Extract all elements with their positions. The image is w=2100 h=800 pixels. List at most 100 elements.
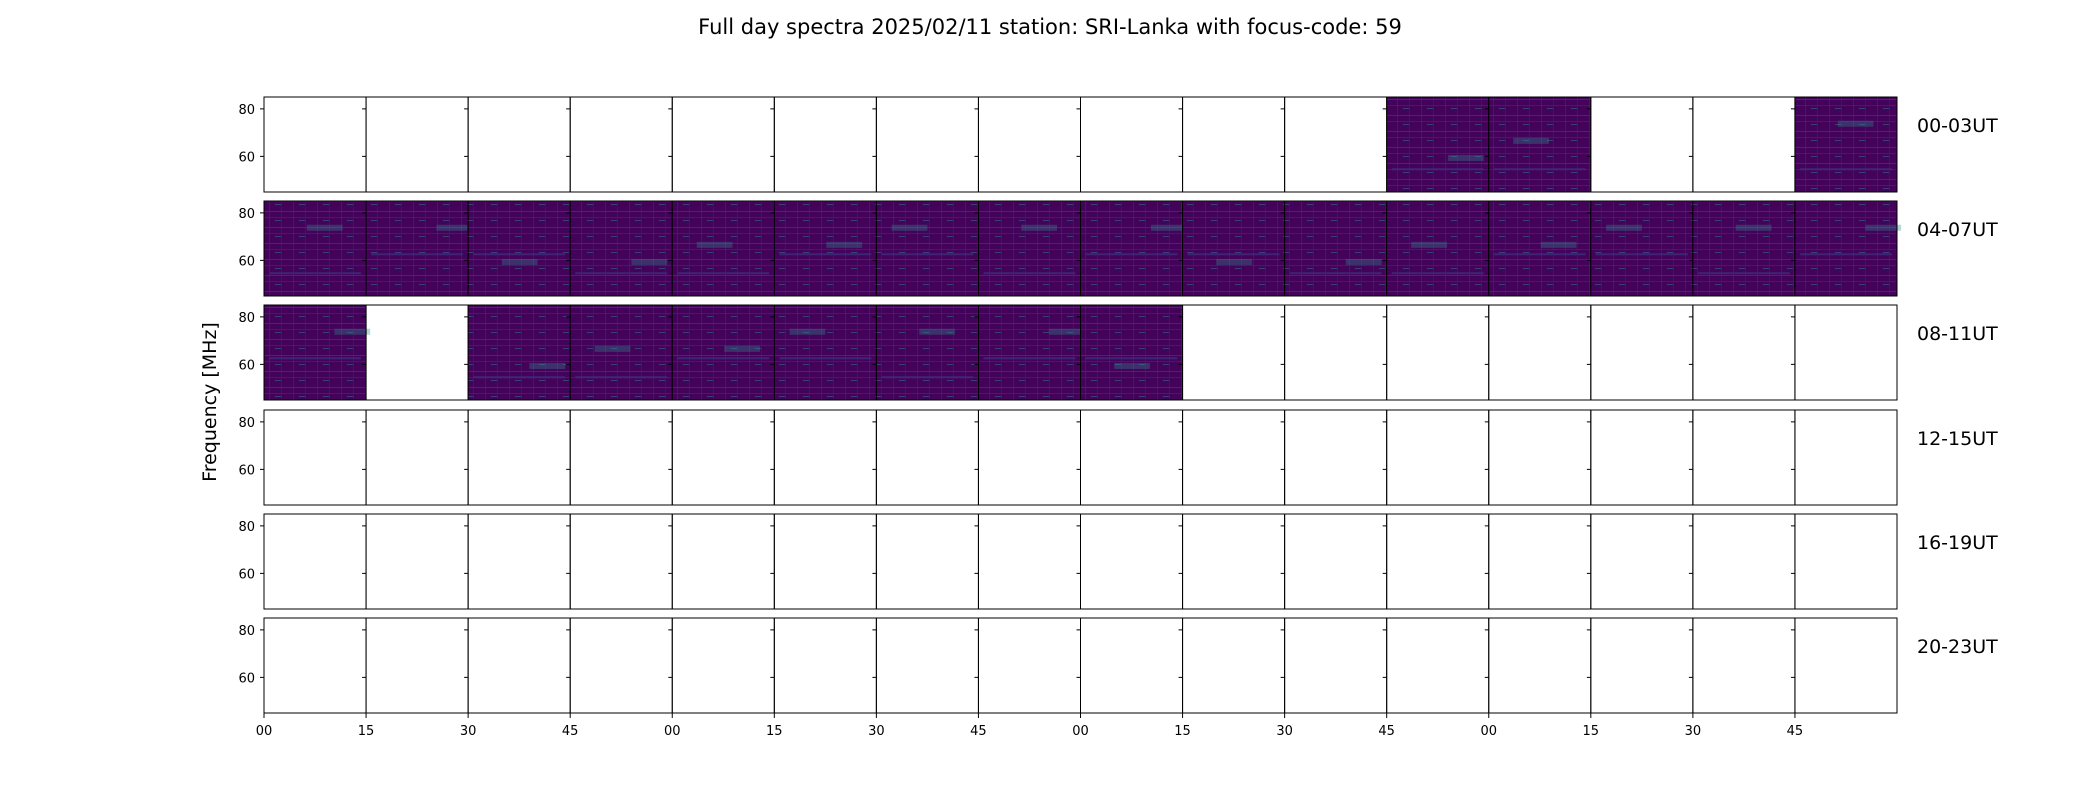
panel-frame: [1488, 304, 1592, 401]
panel-frame: [1386, 304, 1490, 401]
spectrogram-panel: [1386, 97, 1489, 192]
y-tick-label: 80: [238, 311, 255, 326]
panel-frame: [365, 513, 469, 610]
panel-frame: [977, 96, 1081, 193]
row-label: 04-07UT: [1917, 219, 1998, 241]
spectrogram-panel: [1488, 201, 1591, 296]
panel-frame: [1284, 96, 1388, 193]
spectrogram-panel: [468, 305, 571, 400]
panel-frame: [569, 96, 673, 193]
panel-frame: [1488, 409, 1592, 506]
panel-frame: [1794, 200, 1898, 297]
panel-frame: [773, 513, 877, 610]
x-tick-label: 30: [868, 724, 885, 739]
spectrogram-panel: [978, 201, 1081, 296]
spectrogram-panel: [366, 201, 469, 296]
panel-frame: [569, 617, 673, 714]
x-tick-label: 45: [970, 724, 987, 739]
panel-frame: [365, 409, 469, 506]
panel-row: 60 80 00-03UT: [238, 96, 1998, 193]
panel-frame: [1794, 96, 1898, 193]
panel-frame: [1794, 617, 1898, 714]
panel-frame: [1284, 513, 1388, 610]
panel-frame: [365, 304, 469, 401]
y-tick-label: 60: [238, 671, 255, 686]
panel-frame: [977, 617, 1081, 714]
panel-frame: [1080, 409, 1184, 506]
panel-row: 60 80 16-19UT: [238, 513, 1998, 610]
panel-frame: [875, 617, 979, 714]
panel-frame: [263, 96, 367, 193]
panel-frame: [977, 513, 1081, 610]
panel-frame: [1590, 513, 1694, 610]
y-axis-label: Frequency [MHz]: [199, 322, 221, 482]
y-tick-label: 80: [238, 416, 255, 431]
spectrogram-panel: [876, 305, 979, 400]
spectrogram-panel: [1182, 201, 1285, 296]
panel-frame: [1692, 304, 1796, 401]
panel-frame: [1794, 304, 1898, 401]
spectrogram-panel: [876, 201, 979, 296]
x-tick-label: 00: [1072, 724, 1089, 739]
panel-frame: [467, 96, 571, 193]
panel-frame: [1590, 304, 1694, 401]
panel-frame: [1794, 409, 1898, 506]
x-tick-label: 45: [1378, 724, 1395, 739]
panel-frame: [1080, 513, 1184, 610]
y-tick-label: 60: [238, 254, 255, 269]
panel-frame: [1692, 513, 1796, 610]
x-tick-label: 45: [562, 724, 579, 739]
panel-frame: [263, 617, 367, 714]
panel-frame: [1386, 513, 1490, 610]
y-tick-label: 60: [238, 567, 255, 582]
panel-frame: [875, 96, 979, 193]
y-tick-label: 80: [238, 207, 255, 222]
panel-frame: [1590, 409, 1694, 506]
panel-frame: [875, 513, 979, 610]
panel-frame: [1590, 617, 1694, 714]
panel-row: 60 80 20-23UT: [238, 617, 1998, 714]
panel-frame: [1386, 617, 1490, 714]
panel-frame: [1590, 96, 1694, 193]
panel-frame: [1182, 513, 1286, 610]
x-tick-label: 30: [1685, 724, 1702, 739]
panel-frame: [1386, 409, 1490, 506]
spectrogram-panel: [774, 305, 877, 400]
row-label: 16-19UT: [1917, 532, 1998, 554]
chart-title: Full day spectra 2025/02/11 station: SRI…: [698, 15, 1402, 39]
x-tick-label: 45: [1787, 724, 1804, 739]
x-tick-label: 00: [256, 724, 273, 739]
spectrogram-panel: [1794, 97, 1897, 192]
x-tick-label: 00: [1480, 724, 1497, 739]
spectrogram-panel: [978, 305, 1081, 400]
panel-frame: [1182, 617, 1286, 714]
x-tick-label: 00: [664, 724, 681, 739]
panel-frame: [671, 617, 775, 714]
panel-frame: [1692, 617, 1796, 714]
spectrogram-panel: [672, 305, 775, 400]
panel-frame: [569, 409, 673, 506]
spectrogram-panel: [264, 305, 367, 400]
spectrogram-panel: [1488, 97, 1591, 192]
panel-frame: [671, 513, 775, 610]
panel-frame: [773, 409, 877, 506]
spectrogram-panel: [468, 201, 571, 296]
spectrogram-panel: [570, 305, 673, 400]
panel-frame: [1488, 513, 1592, 610]
y-tick-label: 60: [238, 150, 255, 165]
panel-frame: [1488, 617, 1592, 714]
row-label: 00-03UT: [1917, 115, 1998, 137]
x-tick-label: 15: [766, 724, 783, 739]
spectrogram-panel: [1284, 201, 1387, 296]
row-label: 12-15UT: [1917, 428, 1998, 450]
row-label: 08-11UT: [1917, 323, 1998, 345]
panel-grid: 60 80 00-03UT 60 80 04-07UT 60 80 08-11UT 60 80 12-…: [238, 96, 1998, 739]
y-tick-label: 80: [238, 520, 255, 535]
panel-frame: [1794, 513, 1898, 610]
panel-row: 60 80 12-15UT: [238, 409, 1998, 506]
panel-frame: [467, 513, 571, 610]
spectrogram-panel: [1080, 201, 1183, 296]
row-label: 20-23UT: [1917, 636, 1998, 658]
y-tick-label: 60: [238, 358, 255, 373]
